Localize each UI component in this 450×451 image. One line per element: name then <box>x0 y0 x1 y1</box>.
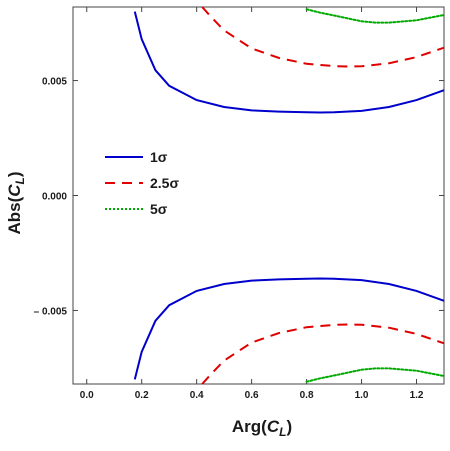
x-tick-label: 0.0 <box>80 390 94 401</box>
curves <box>133 6 445 385</box>
x-tick-label: 1.0 <box>355 390 369 401</box>
legend-label: 1σ <box>150 149 168 165</box>
series-line-1-upper <box>133 11 445 114</box>
x-tick-label: 1.2 <box>410 390 424 401</box>
y-tick-label: 0.005 <box>42 77 67 88</box>
legend-label: 2.5σ <box>150 175 179 191</box>
x-tick-label: 0.6 <box>245 390 259 401</box>
ticks: 0.0 0.2 0.4 0.6 0.8 1.0 1.2 0.005 0.000 – 0.005 <box>34 7 444 401</box>
series-line-2-lower <box>201 323 445 385</box>
x-tick-label: 0.2 <box>135 390 149 401</box>
series-line-3-upper <box>305 8 445 24</box>
x-tick-label: 0.8 <box>300 390 314 401</box>
x-axis-title: Arg(CL) <box>232 417 292 439</box>
y-tick-label: – 0.005 <box>34 306 68 317</box>
legend-label: 5σ <box>150 201 168 217</box>
legend: 1σ 2.5σ 5σ <box>105 149 179 217</box>
y-tick-label: 0.000 <box>42 192 67 203</box>
series-line-3-lower <box>305 367 445 383</box>
y-axis-title: Abs(CL) <box>5 171 27 234</box>
series-line-2-upper <box>201 6 445 68</box>
x-tick-label: 0.4 <box>190 390 204 401</box>
series-line-1-lower <box>133 277 445 380</box>
